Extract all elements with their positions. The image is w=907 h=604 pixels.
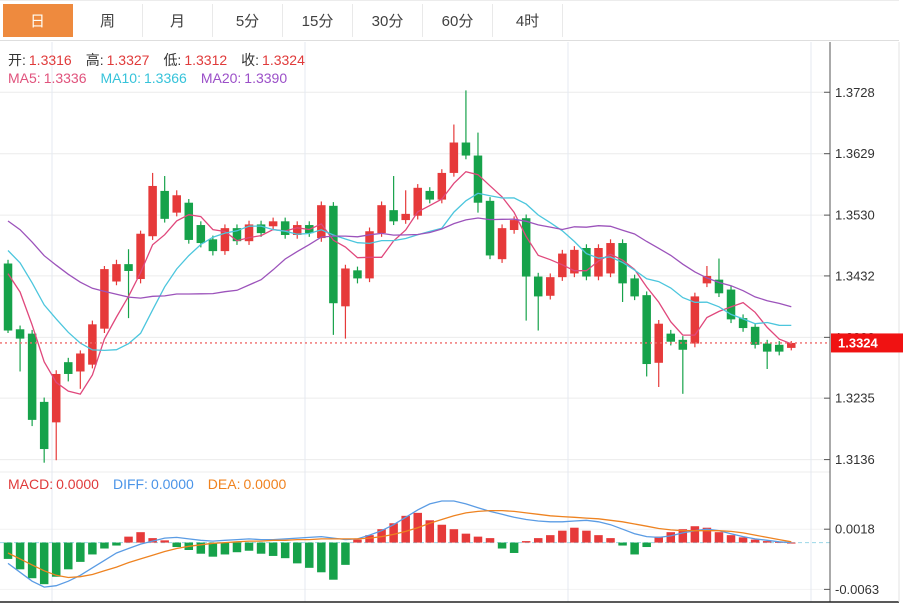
svg-text:1.3235: 1.3235 [835,391,875,406]
tab-h4[interactable]: 4时 [493,4,563,37]
svg-text:1.3432: 1.3432 [835,268,875,283]
svg-text:1.3629: 1.3629 [835,146,875,161]
y-axis: 1.37281.36291.35301.34321.33331.32351.31… [0,42,900,603]
tab-day[interactable]: 日 [3,4,73,37]
svg-text:1.3136: 1.3136 [835,452,875,467]
candles-layer [3,90,796,463]
svg-text:1.3728: 1.3728 [835,85,875,100]
tab-m60[interactable]: 60分 [423,4,493,37]
tab-week[interactable]: 周 [73,4,143,37]
tab-m30[interactable]: 30分 [353,4,423,37]
svg-text:-0.0063: -0.0063 [835,582,879,597]
interval-tabbar: 日周月 5分 15分 30分 60分 4时 [0,0,899,41]
price-tag: 1.3324 [831,333,903,353]
tab-m15[interactable]: 15分 [283,4,353,37]
ma-lines [7,170,792,395]
macd-lines [7,500,792,588]
tab-month[interactable]: 月 [143,4,213,37]
svg-text:1.3324: 1.3324 [838,335,879,350]
svg-text:1.3530: 1.3530 [835,208,875,223]
macd-histogram [3,512,796,585]
tab-m5[interactable]: 5分 [213,4,283,37]
svg-text:0.0018: 0.0018 [835,522,875,537]
grid-lines [0,42,830,602]
